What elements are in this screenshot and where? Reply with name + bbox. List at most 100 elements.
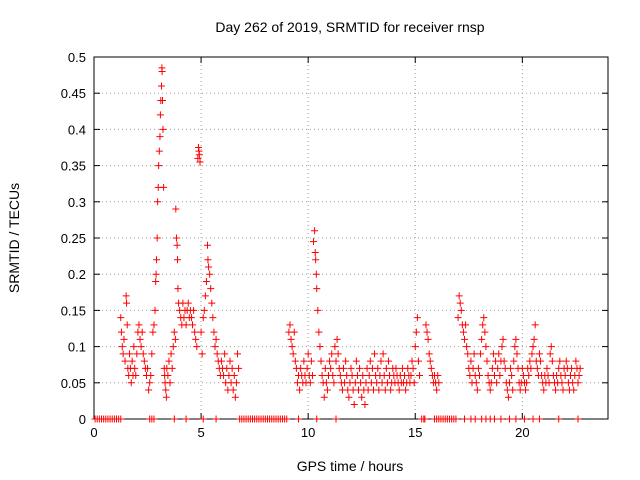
data-point: [535, 415, 543, 423]
data-point: [529, 415, 537, 423]
data-point: [575, 372, 583, 380]
data-point: [330, 379, 338, 387]
data-point: [182, 415, 190, 423]
data-point: [483, 357, 491, 365]
data-point: [130, 343, 138, 351]
data-point: [145, 386, 153, 394]
x-tick-label: 0: [90, 425, 97, 440]
data-point: [422, 321, 430, 329]
y-axis-label: SRMTID / TECUs: [6, 183, 22, 293]
data-point: [486, 386, 494, 394]
data-point: [576, 364, 584, 372]
data-point: [172, 205, 180, 213]
data-point: [312, 256, 320, 264]
data-point: [513, 350, 521, 358]
data-point: [153, 234, 161, 242]
data-point: [310, 238, 318, 246]
y-tick-label: 0.05: [61, 376, 86, 391]
data-point: [162, 386, 170, 394]
data-point: [128, 357, 136, 365]
data-point: [311, 248, 319, 256]
data-point: [454, 314, 462, 322]
data-point: [520, 415, 528, 423]
data-point: [535, 350, 543, 358]
data-point: [307, 357, 315, 365]
y-tick-label: 0.15: [61, 303, 86, 318]
data-point: [205, 263, 213, 271]
data-point: [165, 357, 173, 365]
data-point: [156, 111, 164, 119]
data-point: [463, 343, 471, 351]
data-point: [154, 198, 162, 206]
data-point: [288, 343, 296, 351]
data-point: [546, 350, 554, 358]
data-point: [461, 415, 469, 423]
data-point: [525, 372, 533, 380]
data-point: [500, 357, 508, 365]
data-point: [552, 386, 560, 394]
data-point: [379, 350, 387, 358]
data-point: [484, 372, 492, 380]
data-point: [152, 270, 160, 278]
data-point: [138, 328, 146, 336]
data-point: [159, 125, 167, 133]
data-point: [122, 292, 130, 300]
data-point: [150, 321, 158, 329]
data-point: [170, 328, 178, 336]
data-point: [507, 364, 515, 372]
data-point: [173, 241, 181, 249]
y-tick-label: 0.45: [61, 86, 86, 101]
data-point: [304, 350, 312, 358]
data-point: [412, 328, 420, 336]
data-point: [455, 292, 463, 300]
data-point: [184, 299, 192, 307]
data-point: [523, 379, 531, 387]
data-point: [548, 357, 556, 365]
data-point: [201, 292, 209, 300]
data-point: [434, 372, 442, 380]
data-point: [410, 379, 418, 387]
data-point: [160, 183, 168, 191]
data-point: [556, 357, 564, 365]
data-point: [427, 364, 435, 372]
x-tick-label: 5: [197, 425, 204, 440]
data-point: [209, 314, 217, 322]
data-point: [316, 343, 324, 351]
data-point: [170, 415, 178, 423]
data-point: [202, 277, 210, 285]
data-point: [480, 314, 488, 322]
data-point: [207, 285, 215, 293]
data-point: [496, 372, 504, 380]
data-point: [459, 328, 467, 336]
data-point: [152, 277, 160, 285]
x-axis-ticks: 0 5 10 15 20: [90, 57, 530, 440]
data-point: [126, 350, 134, 358]
data-point: [537, 357, 545, 365]
data-point: [510, 357, 518, 365]
data-point: [533, 364, 541, 372]
data-point: [457, 306, 465, 314]
data-point: [414, 357, 422, 365]
data-point: [528, 350, 536, 358]
data-point: [162, 393, 170, 401]
data-point: [159, 96, 167, 104]
data-point: [329, 372, 337, 380]
data-point: [312, 270, 320, 278]
data-point: [303, 364, 311, 372]
data-point: [416, 372, 424, 380]
data-point: [497, 415, 505, 423]
data-point: [350, 401, 358, 409]
data-point: [452, 415, 460, 423]
data-point: [375, 386, 383, 394]
data-point: [471, 415, 479, 423]
data-point: [300, 357, 308, 365]
data-point: [148, 350, 156, 358]
data-point: [423, 328, 431, 336]
data-point: [315, 328, 323, 336]
data-point: [140, 357, 148, 365]
data-point: [131, 364, 139, 372]
data-point: [158, 67, 166, 75]
data-point: [366, 357, 374, 365]
data-point: [456, 299, 464, 307]
